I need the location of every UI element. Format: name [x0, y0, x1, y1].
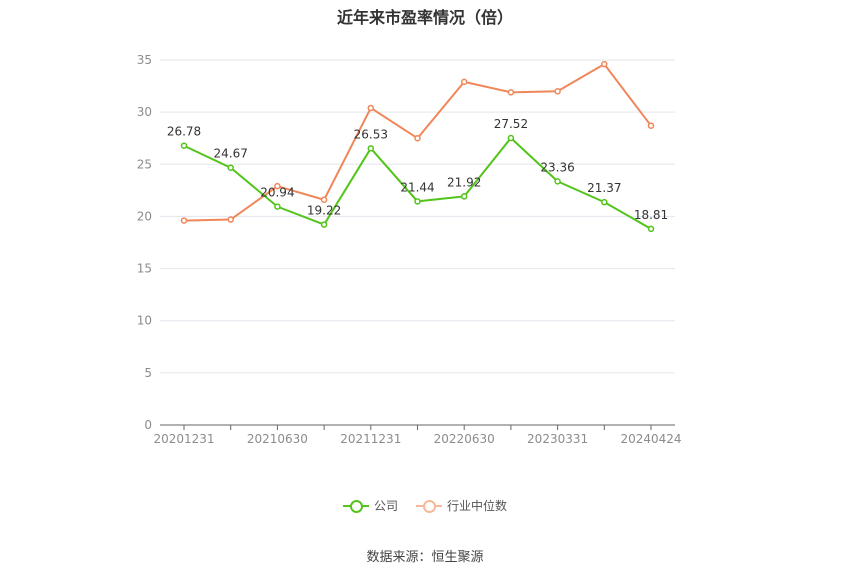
data-point [554, 178, 561, 185]
data-point [367, 145, 375, 152]
chart-title: 近年来市盈率情况（倍） [336, 8, 513, 27]
x-tick-label: 20240424 [620, 432, 681, 446]
data-labels: 26.78 24.67 20.94 19.22 26.53 21.44 21.92 27.52… [167, 117, 668, 222]
legend-label-industry-median: 行业中位数 [447, 499, 508, 513]
data-point [227, 216, 234, 223]
data-label: 21.92 [447, 175, 481, 189]
data-point [367, 104, 375, 112]
data-label: 26.78 [167, 125, 201, 139]
data-point [414, 198, 421, 205]
data-label: 24.67 [214, 147, 248, 161]
y-tick-label: 15 [137, 262, 152, 276]
x-tick-label: 20220630 [434, 432, 495, 446]
y-tick-label: 25 [137, 157, 152, 171]
y-tick-label: 5 [144, 366, 152, 380]
y-tick-label: 0 [144, 418, 152, 432]
data-point [320, 221, 328, 228]
data-point [507, 89, 515, 96]
y-tick-label: 30 [137, 105, 152, 119]
data-label: 18.81 [634, 208, 668, 222]
legend: 公司 行业中位数 [0, 497, 850, 514]
data-label: 21.44 [400, 180, 434, 194]
legend-label-company: 公司 [373, 499, 398, 513]
x-tick-label: 20210630 [247, 432, 308, 446]
data-point [460, 193, 468, 200]
data-point [227, 164, 234, 171]
axes: 0 5 10 15 20 25 30 35 20201231 20210630 20211231 20… [137, 53, 682, 446]
data-point [507, 134, 515, 142]
x-tick-label: 20230331 [527, 432, 588, 446]
data-point [180, 217, 188, 224]
data-label: 20.94 [260, 186, 294, 200]
y-tick-label: 20 [137, 209, 152, 223]
data-point [180, 142, 188, 149]
x-tick-label: 20211231 [340, 432, 401, 446]
data-source-note: 数据来源：恒生聚源 [366, 550, 484, 565]
data-label: 19.22 [307, 204, 341, 218]
data-point [414, 134, 421, 142]
data-point [647, 225, 655, 233]
data-point [647, 122, 655, 129]
y-tick-label: 35 [137, 53, 152, 67]
series-lines [180, 60, 655, 233]
legend-item-company[interactable]: 公司 [342, 497, 398, 514]
data-point [274, 203, 281, 210]
data-point [601, 60, 608, 68]
legend-item-industry-median[interactable]: 行业中位数 [416, 497, 507, 514]
data-point [320, 196, 328, 203]
y-tick-label: 10 [137, 314, 152, 328]
data-point [601, 198, 608, 206]
data-label: 26.53 [354, 127, 388, 141]
data-point [554, 88, 561, 95]
series-line [183, 63, 652, 222]
legend-swatch-company [342, 499, 369, 513]
data-point [274, 182, 281, 190]
x-tick-label: 20201231 [153, 432, 214, 446]
data-label: 27.52 [494, 117, 528, 131]
data-label: 23.36 [540, 160, 574, 174]
data-point [460, 78, 468, 86]
data-label: 21.37 [587, 181, 621, 195]
grid-lines [160, 59, 675, 374]
legend-swatch-industry-median [416, 499, 442, 513]
